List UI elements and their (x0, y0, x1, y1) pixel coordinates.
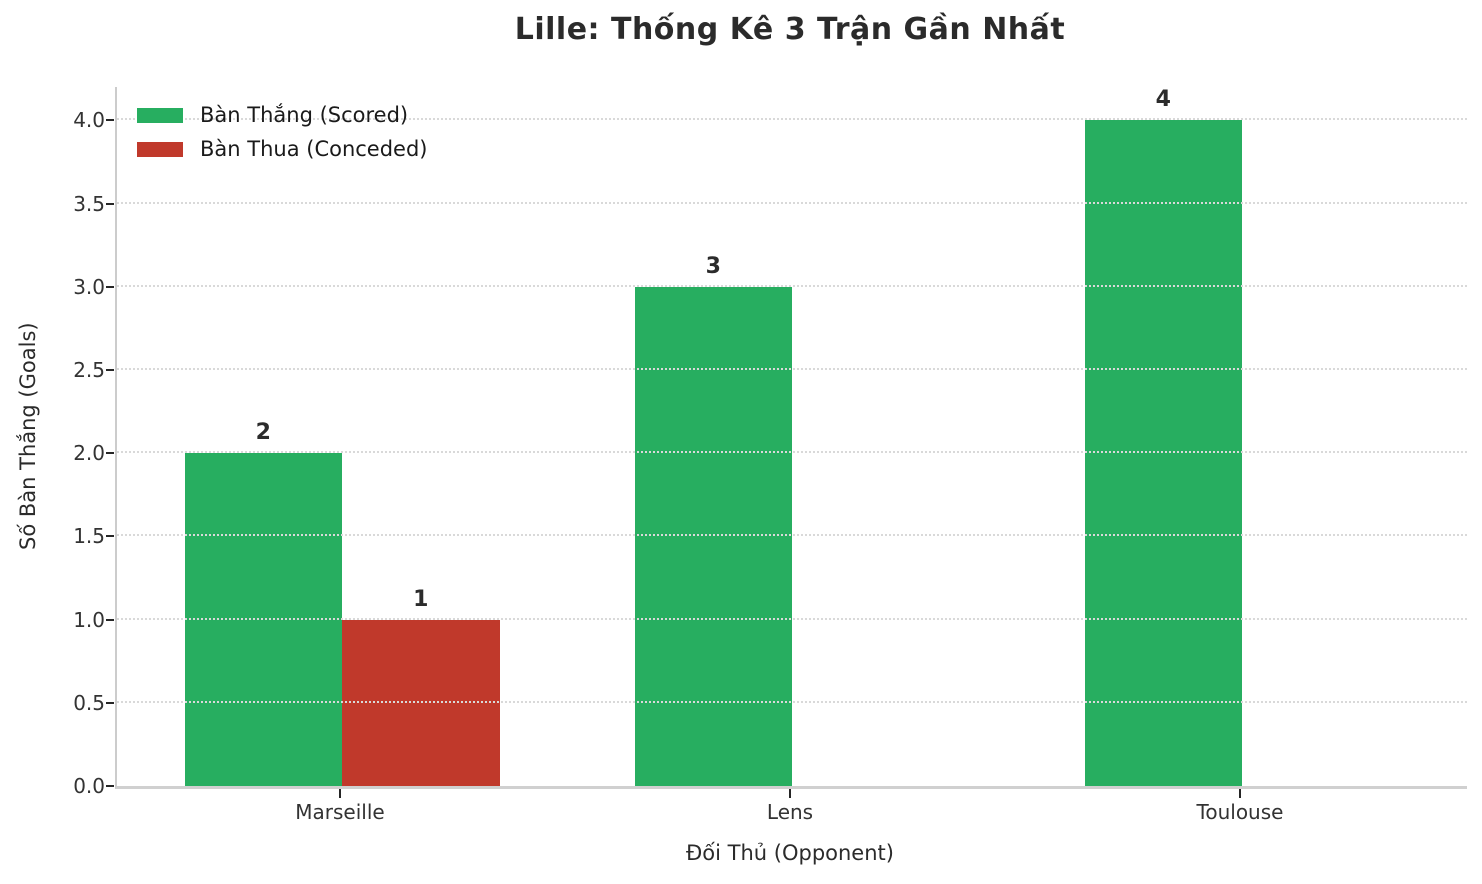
gridline-y-1.5 (117, 534, 1467, 537)
x-tick-mark-lens (789, 789, 791, 798)
gridline-y-3.5 (117, 201, 1467, 204)
y-tick-label-2.5: 2.5 (73, 357, 105, 382)
y-tick-mark-4.0 (106, 119, 114, 122)
gridline-y-4.0 (117, 118, 1467, 121)
x-tick-mark-marseille (339, 789, 341, 798)
y-tick-label-2.0: 2.0 (73, 441, 105, 466)
value-label-marseille-scored: 2 (255, 420, 271, 446)
bar-lens-scored (634, 286, 792, 786)
y-tick-label-3.5: 3.5 (73, 191, 105, 216)
y-tick-label-4.0: 4.0 (73, 108, 105, 133)
y-tick-mark-0.5 (106, 701, 114, 704)
x-tick-mark-toulouse (1239, 789, 1241, 798)
value-label-toulouse-scored: 4 (1155, 87, 1171, 113)
conceded-legend-label: Bàn Thua (Conceded) (200, 137, 428, 161)
x-tick-label-lens: Lens (766, 800, 814, 824)
conceded-legend-swatch (137, 141, 183, 157)
legend: Bàn Thắng (Scored) Bàn Thua (Conceded) (137, 103, 428, 161)
y-tick-mark-1.5 (106, 535, 114, 538)
y-tick-mark-1.0 (106, 618, 114, 621)
gridline-y-0.5 (117, 700, 1467, 703)
scored-legend-label: Bàn Thắng (Scored) (200, 103, 409, 127)
y-tick-mark-3.5 (106, 202, 114, 205)
y-tick-label-3.0: 3.0 (73, 274, 105, 299)
y-tick-label-1.5: 1.5 (73, 524, 105, 549)
gridline-y-3.0 (117, 284, 1467, 287)
y-tick-mark-0.0 (106, 785, 114, 787)
scored-legend-swatch (137, 107, 183, 123)
x-tick-label-toulouse: Toulouse (1196, 800, 1284, 824)
y-tick-label-0.5: 0.5 (73, 690, 105, 715)
value-label-lens-scored: 3 (705, 253, 721, 279)
gridline-y-2.5 (117, 367, 1467, 370)
x-tick-label-marseille: Marseille (295, 800, 385, 824)
value-label-marseille-conceded: 1 (413, 586, 429, 612)
y-tick-mark-2.0 (106, 452, 114, 455)
y-tick-label-0.0: 0.0 (73, 774, 105, 798)
plot-area: 2 1 3 4 Bàn Thắng (Scored) Bàn Thua (Conced… (115, 87, 1467, 789)
gridline-y-1.0 (117, 617, 1467, 620)
y-tick-mark-3.0 (106, 285, 114, 288)
y-tick-label-1.0: 1.0 (73, 607, 105, 632)
gridline-y-2.0 (117, 451, 1467, 454)
y-tick-mark-2.5 (106, 368, 114, 371)
bar-marseille-scored (184, 453, 342, 786)
legend-item-scored: Bàn Thắng (Scored) (137, 103, 428, 127)
legend-item-conceded: Bàn Thua (Conceded) (137, 137, 428, 161)
chart-title: Lille: Thống Kê 3 Trận Gần Nhất (514, 12, 1066, 47)
x-axis-label: Đối Thủ (Opponent) (686, 841, 894, 865)
